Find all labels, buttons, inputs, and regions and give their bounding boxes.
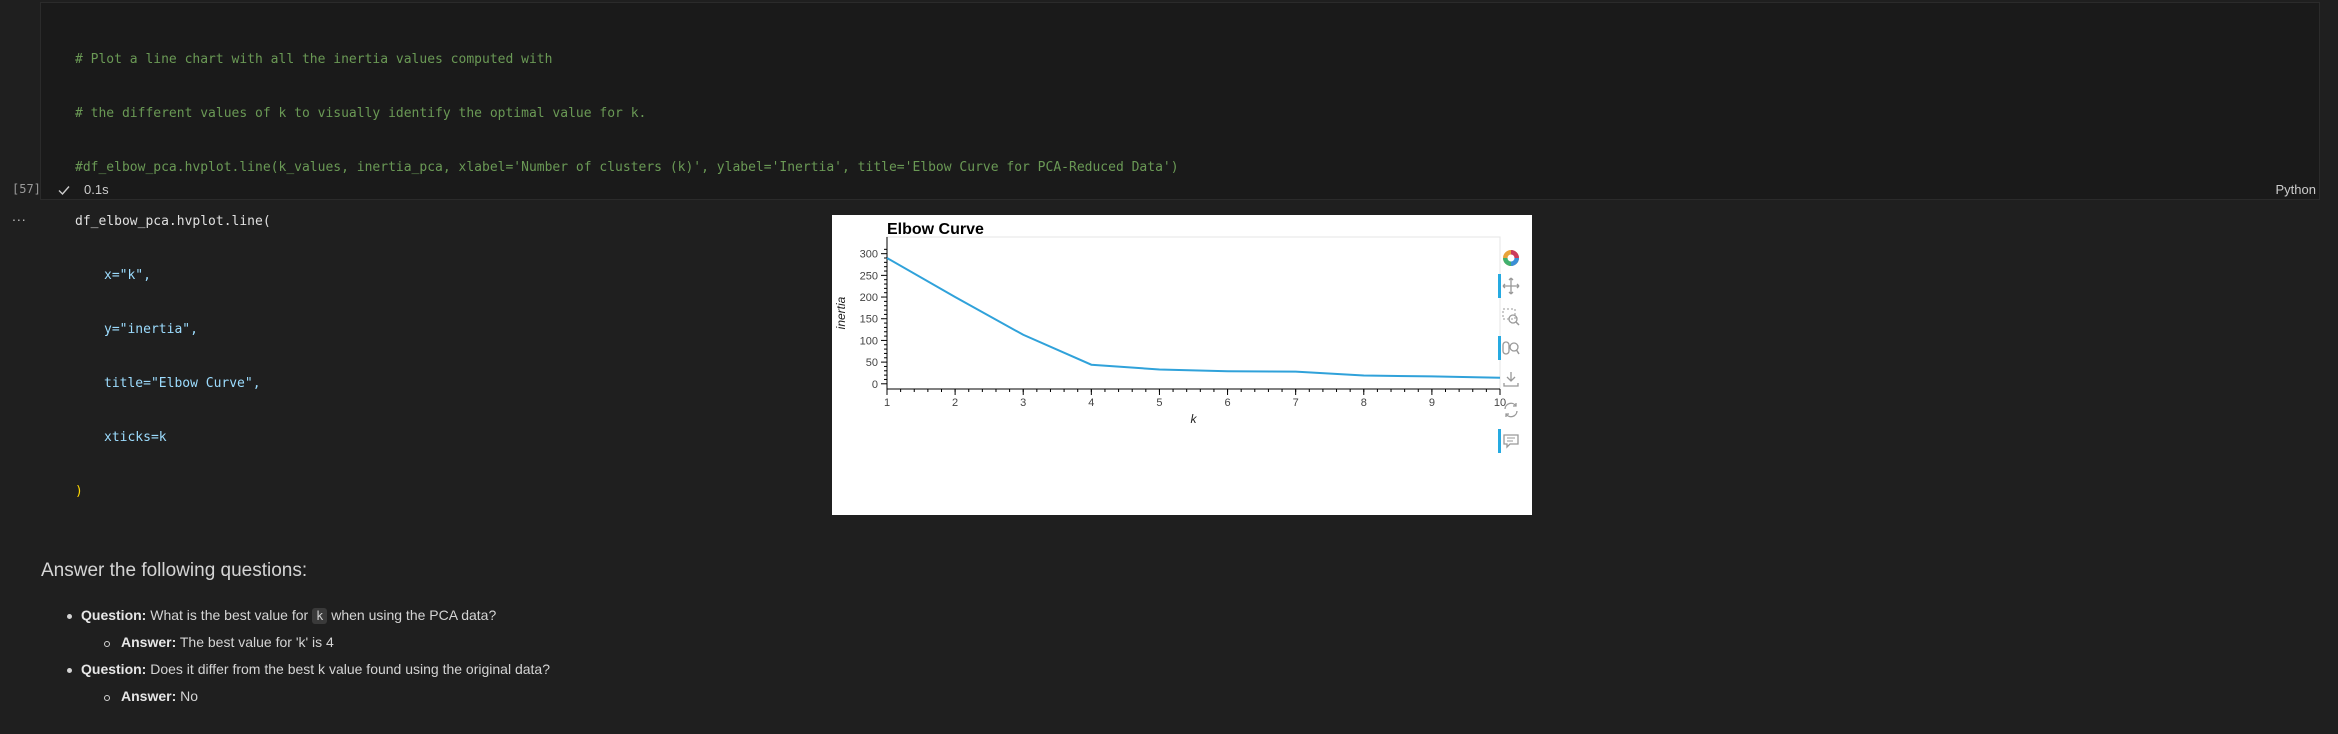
reset-icon[interactable] (1494, 397, 1528, 423)
x-tick-label: 1 (884, 397, 890, 409)
code-line-1: # Plot a line chart with all the inertia… (75, 52, 553, 67)
execution-count: [57] (12, 182, 41, 196)
kernel-language[interactable]: Python (2275, 182, 2316, 197)
code-line-3: #df_elbow_pca.hvplot.line(k_values, iner… (75, 160, 1179, 175)
x-tick-label: 10 (1494, 397, 1506, 409)
answer-label: Answer: (121, 688, 177, 704)
more-actions-icon[interactable]: ... (12, 208, 27, 224)
check-icon (58, 186, 70, 196)
sub-bullet-icon (104, 641, 110, 647)
chart-title: Elbow Curve (887, 221, 984, 238)
code-line-4: df_elbow_pca.hvplot.line( (75, 214, 271, 229)
question-label: Question: (81, 607, 147, 623)
x-tick-label: 4 (1088, 397, 1094, 409)
x-tick-label: 5 (1156, 397, 1162, 409)
series-line (886, 257, 1501, 379)
y-tick-label: 100 (860, 335, 878, 347)
box-zoom-icon[interactable] (1494, 304, 1528, 330)
y-tick-label: 0 (872, 379, 878, 391)
y-tick-label: 50 (866, 357, 878, 369)
pan-icon[interactable] (1494, 273, 1528, 299)
wheel-zoom-icon[interactable] (1494, 335, 1528, 361)
code-line-5: x="k", (104, 268, 151, 283)
x-tick-label: 3 (1020, 397, 1026, 409)
code-line-8: xticks=k (104, 430, 167, 445)
elbow-chart[interactable]: 0 50 100 150 200 250 300 1 2 3 4 5 6 7 8 9 10 k inertia (832, 215, 1532, 515)
x-tick-label: 8 (1361, 397, 1367, 409)
inline-code: k (312, 608, 328, 624)
y-tick-label: 150 (860, 314, 878, 326)
y-tick-label: 250 (860, 270, 878, 282)
x-tick-label: 2 (952, 397, 958, 409)
question-text: Does it differ from the best k value fou… (150, 661, 550, 677)
question-text-pre: What is the best value for (150, 607, 309, 623)
bokeh-logo-icon[interactable] (1494, 245, 1528, 271)
answer-text: The best value for 'k' is 4 (179, 634, 334, 650)
list-item-question-2: Question: Does it differ from the best k… (81, 661, 550, 677)
sub-bullet-icon (104, 695, 110, 701)
question-text-post: when using the PCA data? (331, 607, 497, 623)
answer-label: Answer: (121, 634, 177, 650)
y-tick-label: 300 (860, 249, 878, 261)
code-line-6: y="inertia", (104, 322, 198, 337)
bullet-icon (67, 614, 72, 619)
x-tick-label: 6 (1224, 397, 1230, 409)
x-tick-label: 9 (1429, 397, 1435, 409)
execution-duration: 0.1s (84, 182, 109, 197)
save-icon[interactable] (1494, 366, 1528, 392)
hover-icon[interactable] (1494, 428, 1528, 454)
code-line-2: # the different values of k to visually … (75, 106, 647, 121)
chart-output: 0 50 100 150 200 250 300 1 2 3 4 5 6 7 8 9 10 k inertia El… (832, 215, 1532, 515)
x-axis-label: k (1191, 412, 1198, 426)
y-axis-label: inertia (834, 296, 848, 329)
plot-frame (886, 236, 1501, 390)
list-item-question-1: Question: What is the best value for k w… (81, 607, 497, 624)
list-item-answer-2: Answer: No (121, 688, 198, 704)
code-line-9: ) (75, 484, 83, 499)
answer-text: No (180, 688, 199, 704)
question-label: Question: (81, 661, 147, 677)
code-line-7: title="Elbow Curve", (104, 376, 261, 391)
list-item-answer-1: Answer: The best value for 'k' is 4 (121, 634, 334, 650)
y-tick-label: 200 (860, 292, 878, 304)
markdown-heading: Answer the following questions: (41, 560, 308, 581)
x-tick-label: 7 (1293, 397, 1299, 409)
code-editor[interactable]: # Plot a line chart with all the inertia… (75, 15, 1179, 537)
code-cell[interactable]: # Plot a line chart with all the inertia… (40, 2, 2320, 499)
chart-toolbar (1494, 245, 1530, 453)
bullet-icon (67, 668, 72, 673)
